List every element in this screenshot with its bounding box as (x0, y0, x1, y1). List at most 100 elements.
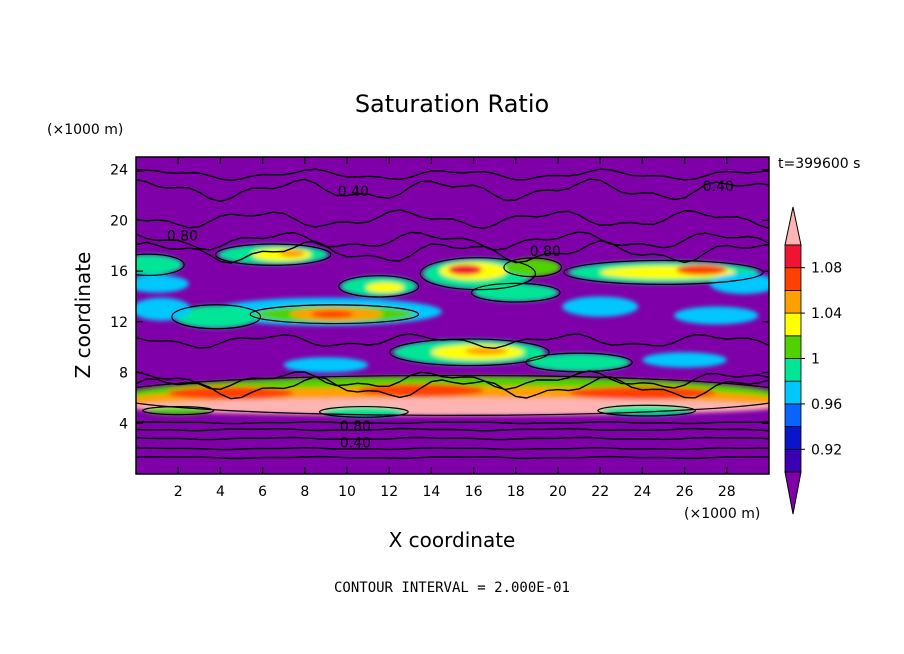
field-feature-blob-1-13 (136, 297, 191, 321)
contour-outline (525, 352, 633, 373)
y-axis-title: Z coordinate (71, 252, 95, 379)
x-tick-label: 8 (300, 484, 309, 500)
x-axis-title: X coordinate (389, 528, 516, 552)
contour-outline (171, 304, 262, 330)
contour-outline (142, 406, 215, 416)
plot-frame (135, 156, 770, 475)
contour-line (136, 436, 769, 441)
colorbar-label: 0.92 (811, 442, 842, 458)
contour-outline (318, 405, 409, 418)
field-feature-blob-7-17-hot (279, 249, 305, 258)
x-tick-label: 22 (591, 484, 609, 500)
contour-value-label: 0.40 (703, 179, 734, 195)
contour-value-label: 0.80 (530, 244, 561, 260)
x-tick-label: 6 (258, 484, 267, 500)
colorbar-segment (784, 380, 802, 405)
x-axis-ticks: 2 4 6 8 10 12 14 16 18 20 22 24 26 28 (174, 157, 736, 500)
contour-outline (597, 404, 696, 417)
field-feature-low-hot-2 (357, 383, 485, 397)
contour-line (136, 178, 769, 203)
contour-line (136, 209, 769, 230)
contour-outline (503, 257, 563, 278)
contour-line (136, 168, 769, 182)
x-tick-label: 28 (718, 484, 736, 500)
contour-outline (419, 257, 537, 291)
field-feature-blob-16-10-hot (465, 347, 508, 355)
contour-value-label: 0.40 (340, 435, 371, 451)
field-feature-blob-9-9 (283, 357, 369, 373)
x-tick-label: 24 (633, 484, 651, 500)
y-unit-label: (×1000 m) (47, 122, 123, 138)
contour-line (136, 375, 769, 400)
colorbar: 0.92 0.96 1 1.04 1.08 (784, 206, 842, 515)
field-feature-blob-26-9 (642, 352, 727, 368)
y-tick-label: 20 (110, 213, 128, 229)
field-feature-blob-16-16-hot (448, 264, 483, 275)
field-feature-upper-band-left (136, 254, 183, 275)
colorbar-segment (784, 426, 802, 450)
y-tick-label: 8 (119, 366, 128, 382)
field-feature-blob-27-12 (674, 306, 759, 325)
contour-line (136, 427, 769, 432)
x-unit-label: (×1000 m) (684, 506, 760, 522)
contour-line (136, 455, 769, 460)
field-feature-band-12-hot (311, 310, 354, 319)
colorbar-label: 1.04 (811, 306, 842, 322)
contour-value-label: 0.40 (338, 184, 369, 200)
contour-outline (136, 253, 185, 277)
colorbar-extend-top (784, 206, 802, 246)
contour-value-label: 0.80 (340, 419, 371, 435)
contour-outline (338, 275, 420, 298)
field-feature-band-25-16-hot (676, 264, 727, 275)
contour-lines (136, 168, 769, 460)
field-feature-blob-4-12 (173, 305, 259, 329)
x-tick-label: 14 (422, 484, 440, 500)
colorbar-segment (784, 403, 802, 427)
x-tick-label: 16 (465, 484, 483, 500)
contour-value-label: 0.80 (167, 229, 198, 245)
x-tick-label: 10 (338, 484, 356, 500)
y-axis-ticks: 4 8 12 16 20 24 (110, 163, 769, 432)
colorbar-segment (784, 244, 802, 269)
x-tick-label: 20 (549, 484, 567, 500)
y-tick-label: 12 (110, 315, 128, 331)
contour-outline (563, 259, 764, 285)
x-tick-label: 26 (676, 484, 694, 500)
field-feature-upper-band-left2 (136, 274, 189, 293)
colorbar-label: 1.08 (811, 261, 842, 277)
time-label: t=399600 s (778, 156, 860, 172)
colorbar-segment (784, 267, 802, 291)
x-tick-label: 2 (174, 484, 183, 500)
colorbar-extend-bottom (784, 471, 802, 515)
contour-line (136, 240, 769, 264)
contour-outline (214, 243, 332, 266)
field-feature-low-hot-1 (167, 386, 295, 400)
contour-interval-label: CONTOUR INTERVAL = 2.000E-01 (334, 580, 570, 596)
colorbar-segment (784, 335, 802, 359)
y-tick-label: 24 (110, 163, 128, 179)
field-feature-blob-18-14 (473, 283, 558, 302)
contour-line (136, 231, 769, 251)
colorbar-segment (784, 289, 802, 314)
contour-outline (136, 374, 769, 416)
colorbar-segment (784, 312, 802, 337)
contour-outline (249, 304, 420, 325)
field-feature-blob-22-13 (562, 296, 639, 317)
contour-line (136, 446, 769, 451)
field-feature-blob-12-15-core (365, 282, 404, 293)
chart-title: Saturation Ratio (355, 90, 549, 118)
x-tick-label: 18 (507, 484, 525, 500)
colorbar-segment (784, 448, 802, 473)
y-tick-label: 4 (119, 416, 128, 432)
colorbar-label: 1 (811, 352, 820, 368)
contour-line (136, 420, 769, 425)
field-feature-blob-28-15 (709, 273, 769, 294)
field-feature-blob-21-9 (528, 353, 630, 372)
colorbar-label: 0.96 (811, 397, 842, 413)
contour-outline (389, 338, 550, 367)
contour-outline (470, 282, 561, 303)
x-tick-label: 12 (380, 484, 398, 500)
contour-labels: 0.40 0.400.800.800.800.40 (167, 179, 734, 451)
x-tick-label: 4 (216, 484, 225, 500)
y-tick-label: 16 (110, 264, 128, 280)
